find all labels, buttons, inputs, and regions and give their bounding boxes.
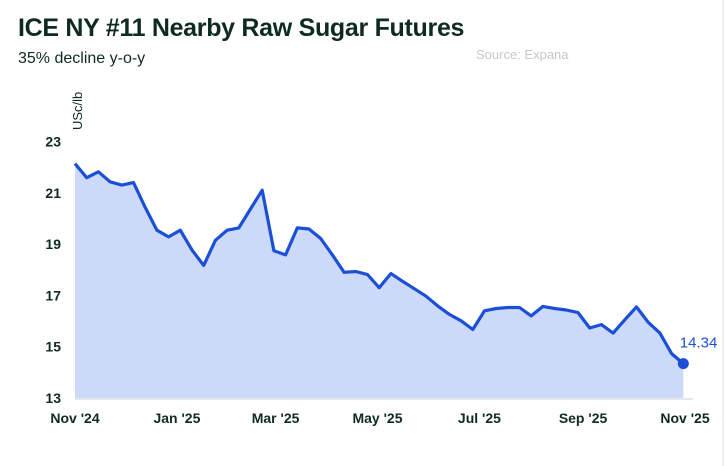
y-axis-ticks: 13 15 17 19 21 23 [45,134,61,407]
y-axis-label: USc/lb [70,92,85,130]
y-tick-label: 23 [45,134,61,150]
x-tick-label: Nov '25 [660,410,709,426]
y-tick-label: 13 [45,390,61,406]
x-axis-ticks: Nov '24 Jan '25 Mar '25 May '25 Jul '25 Sep '… [50,410,709,426]
x-tick-label: Sep '25 [559,410,608,426]
y-tick-label: 17 [45,287,61,303]
right-border [722,0,724,466]
x-tick-label: Jul '25 [458,410,501,426]
y-tick-label: 21 [45,185,61,201]
x-tick-label: Mar '25 [252,410,300,426]
end-value-label: 14.34 [680,335,718,352]
y-tick-label: 19 [45,236,61,252]
source-note: Source: Expana [476,47,569,62]
area-fill [75,163,684,398]
y-tick-label: 15 [45,339,61,355]
end-point-marker [677,358,689,370]
series-line [73,162,685,365]
x-tick-label: Nov '24 [50,410,99,426]
chart-subtitle: 35% decline y-o-y [18,50,146,67]
x-tick-label: May '25 [352,410,402,426]
chart-title: ICE NY #11 Nearby Raw Sugar Futures [18,14,465,42]
x-tick-label: Jan '25 [153,410,200,426]
